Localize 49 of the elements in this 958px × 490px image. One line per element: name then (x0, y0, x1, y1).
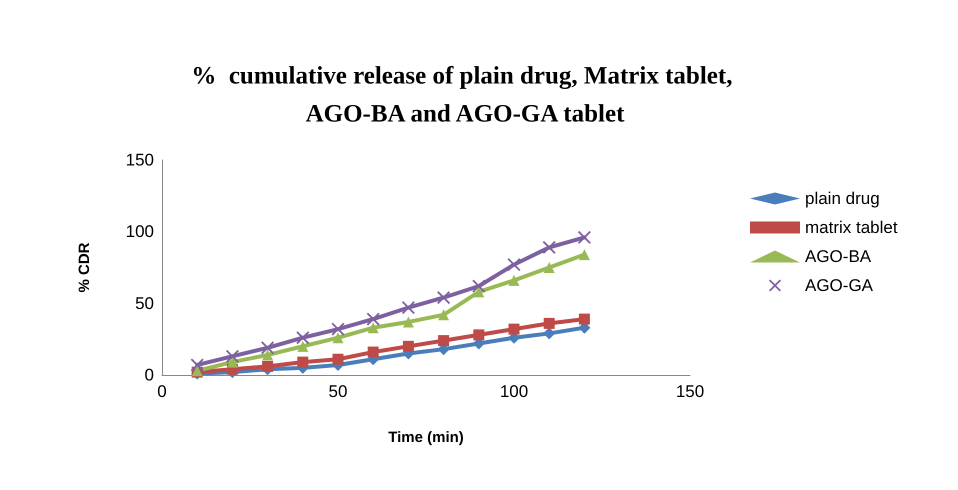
point (438, 309, 450, 320)
y-tick-label: 0 (144, 366, 154, 384)
point (578, 230, 591, 244)
point (368, 346, 379, 358)
point (261, 341, 274, 354)
point (190, 358, 204, 372)
point (508, 324, 520, 335)
point (544, 318, 555, 329)
point (402, 316, 414, 328)
point (544, 262, 555, 273)
point (578, 249, 590, 260)
point (226, 350, 239, 363)
point (508, 274, 520, 286)
point (508, 258, 520, 272)
point (472, 280, 486, 293)
y-tick-label: 150 (126, 150, 154, 170)
point (402, 301, 415, 314)
point (578, 314, 590, 325)
x-axis-title: Time (min) (388, 429, 464, 446)
x-tick-label: 50 (328, 382, 348, 401)
chart-title: % cumulative release of plain drug, Matrix tablet, AGO-BA and AGO-GA tablet (191, 62, 739, 128)
legend-label: plain drug (805, 189, 880, 208)
x-tick-label: 0 (157, 382, 167, 401)
point (296, 331, 310, 344)
point (297, 356, 308, 368)
y-tick-label: 50 (135, 294, 154, 313)
point (402, 340, 414, 352)
point (368, 322, 379, 334)
y-tick-label: 100 (126, 222, 154, 242)
point (262, 349, 274, 360)
point (542, 240, 556, 254)
legend-label: AGO-BA (805, 247, 872, 266)
point (473, 286, 484, 298)
point (366, 312, 380, 326)
x-tick-label: 100 (500, 382, 528, 401)
y-axis-title: % CDR (76, 242, 93, 293)
point (437, 291, 450, 304)
point (297, 340, 308, 352)
x-tick-label: 150 (676, 382, 704, 401)
legend-label: AGO-GA (805, 276, 874, 295)
point (438, 335, 450, 346)
point (262, 360, 274, 372)
point (473, 329, 484, 340)
legend-label: matrix tablet (805, 218, 898, 237)
point (226, 356, 238, 368)
point (543, 327, 556, 340)
point (332, 332, 344, 344)
point (332, 322, 344, 336)
point (332, 354, 344, 365)
